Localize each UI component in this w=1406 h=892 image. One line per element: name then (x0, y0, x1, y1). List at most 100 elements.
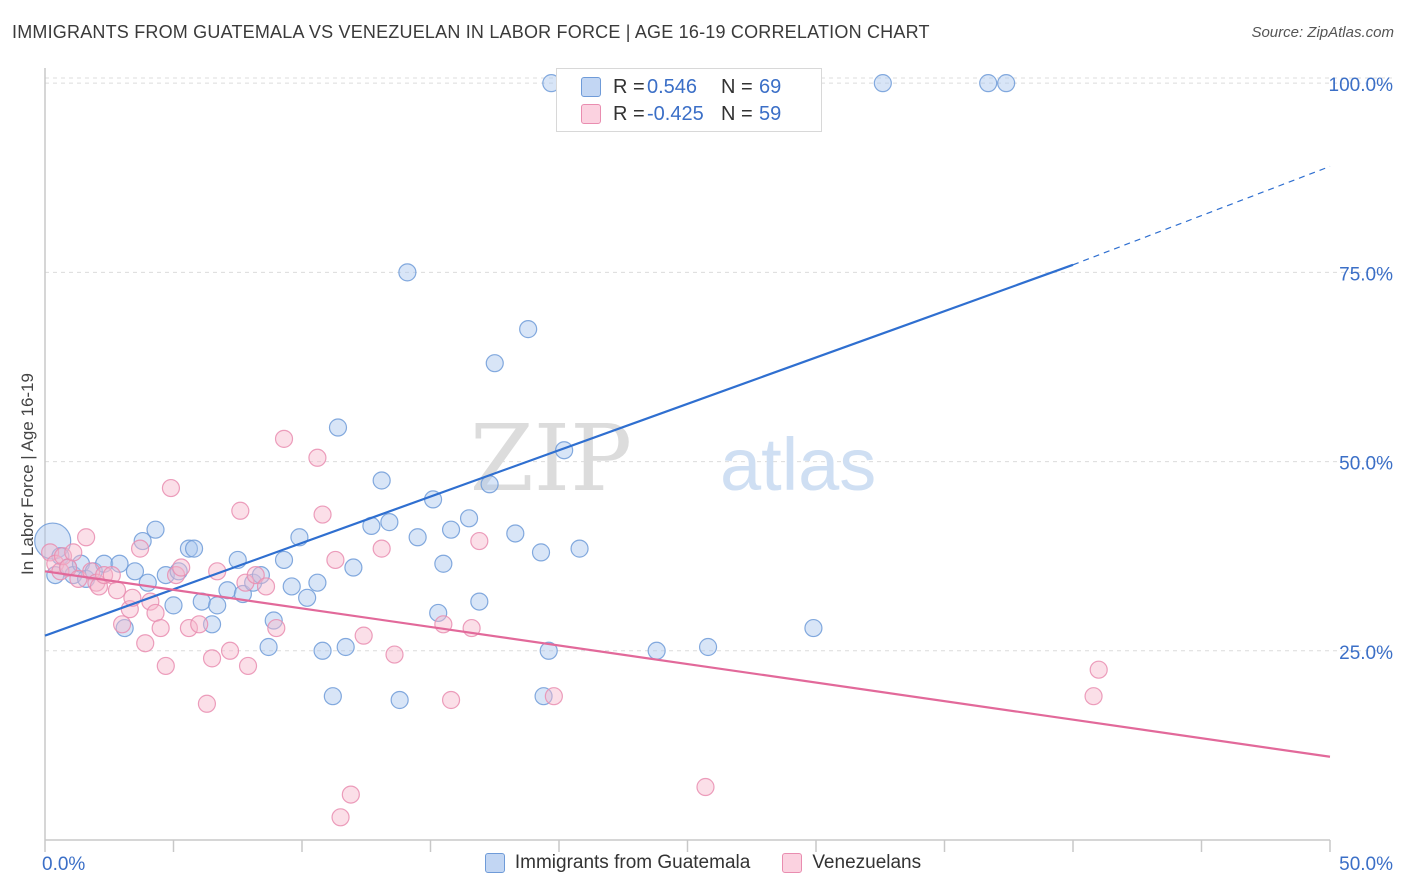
point-guatemala (408, 528, 427, 547)
legend-label: Immigrants from Guatemala (514, 852, 751, 873)
point-venezuelan (231, 501, 250, 520)
point-guatemala (873, 74, 892, 93)
point-venezuelan (313, 505, 332, 524)
legend-swatch-pink (782, 853, 803, 873)
point-venezuelan (179, 618, 199, 638)
point-guatemala (531, 543, 551, 562)
point-guatemala (146, 520, 165, 539)
point-guatemala (308, 573, 327, 592)
point-guatemala (398, 263, 417, 282)
point-venezuelan (372, 539, 391, 558)
y-tick-label: 75.0% (1339, 264, 1393, 285)
legend-label: Venezuelans (812, 852, 922, 873)
point-guatemala (202, 615, 222, 634)
watermark-zip: ZIP (470, 405, 632, 512)
r-value: -0.425 (647, 102, 704, 125)
chart-title: IMMIGRANTS FROM GUATEMALA VS VENEZUELAN … (12, 22, 930, 42)
point-guatemala (313, 641, 332, 660)
point-guatemala (804, 618, 823, 638)
point-venezuelan (246, 565, 265, 585)
point-venezuelan (544, 687, 563, 706)
point-guatemala (298, 588, 317, 607)
point-venezuelan (77, 528, 96, 547)
point-guatemala (979, 74, 998, 93)
point-guatemala (344, 558, 363, 577)
r-label: R = (613, 102, 645, 125)
legend-item-venezuelans[interactable]: Venezuelans (782, 852, 921, 874)
trend-line-venezuelans (44, 570, 1331, 758)
point-guatemala (179, 539, 199, 558)
point-guatemala (184, 539, 204, 558)
trend-line-guatemala (44, 263, 1074, 637)
point-venezuelan (64, 543, 83, 562)
point-guatemala (485, 354, 504, 373)
point-venezuelan (130, 539, 150, 558)
legend-item-guatemala[interactable]: Immigrants from Guatemala (484, 852, 751, 874)
point-guatemala (380, 513, 399, 532)
y-tick-label: 25.0% (1339, 643, 1393, 664)
point-guatemala (570, 539, 589, 558)
legend-swatch-blue (581, 77, 601, 97)
point-guatemala (336, 637, 355, 657)
trend-line-extension (1072, 165, 1331, 266)
point-venezuelan (341, 785, 360, 804)
point-guatemala (274, 550, 294, 570)
point-venezuelan (190, 615, 209, 634)
point-venezuelan (331, 808, 350, 827)
point-guatemala (138, 573, 157, 592)
point-venezuelan (441, 690, 461, 710)
grid-lines (45, 77, 1392, 652)
point-guatemala (259, 637, 278, 657)
point-venezuelan (267, 618, 286, 638)
point-guatemala (282, 577, 301, 596)
y-tick-label: 50.0% (1339, 454, 1393, 475)
point-venezuelan (274, 429, 294, 448)
point-guatemala (470, 592, 489, 611)
point-guatemala (251, 565, 270, 585)
point-venezuelan (172, 558, 191, 577)
point-venezuelan (146, 603, 165, 623)
stats-row-guatemala: R = 0.546 N = 69 (581, 74, 781, 100)
n-value: 69 (759, 75, 782, 98)
point-venezuelan (1089, 660, 1108, 679)
point-venezuelan (354, 626, 373, 645)
stats-row-venezuelans: R = -0.425 N = 59 (581, 101, 781, 127)
point-venezuelan (151, 618, 170, 638)
point-guatemala (698, 637, 718, 657)
point-guatemala (434, 554, 453, 573)
n-value: 59 (759, 102, 782, 125)
n-label: N = (721, 102, 753, 125)
point-venezuelan (161, 478, 181, 498)
point-guatemala (506, 524, 525, 543)
point-guatemala (647, 641, 666, 660)
data-points (34, 74, 1108, 827)
point-guatemala (997, 74, 1016, 93)
point-guatemala (441, 520, 461, 539)
axes (44, 68, 1331, 852)
point-venezuelan (107, 581, 127, 600)
legend-swatch-blue (484, 853, 505, 873)
point-venezuelan (53, 547, 73, 566)
point-venezuelan (197, 694, 217, 713)
point-guatemala (390, 690, 409, 710)
r-value: 0.546 (647, 75, 698, 98)
point-venezuelan (696, 777, 715, 797)
n-label: N = (721, 75, 753, 98)
x-tick-label: 0.0% (42, 854, 85, 875)
point-guatemala (208, 596, 227, 615)
point-venezuelan (326, 550, 345, 570)
point-guatemala (459, 509, 479, 528)
point-venezuelan (256, 577, 276, 596)
y-axis-title: In Labor Force | Age 16-19 (18, 373, 37, 575)
point-guatemala (164, 596, 183, 615)
point-venezuelan (1084, 687, 1103, 706)
watermark: ZIP atlas (470, 405, 876, 512)
point-venezuelan (156, 656, 175, 676)
r-label: R = (613, 75, 645, 98)
point-guatemala (328, 418, 348, 437)
legend-swatch-pink (581, 104, 601, 124)
point-venezuelan (308, 448, 327, 467)
point-venezuelan (136, 634, 155, 653)
series-legend: Immigrants from Guatemala Venezuelans (0, 852, 1406, 874)
